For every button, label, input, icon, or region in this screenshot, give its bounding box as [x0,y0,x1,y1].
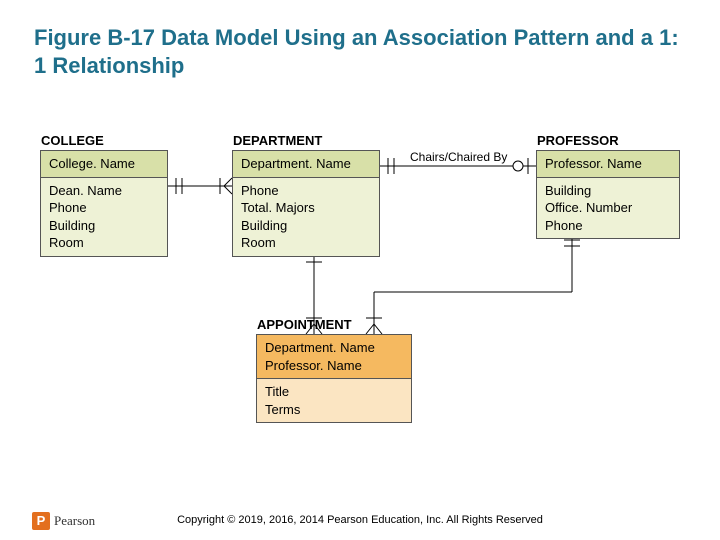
attr: Phone [241,182,371,200]
entity-department: DEPARTMENT Department. Name Phone Total.… [232,150,380,257]
entity-college-label: COLLEGE [41,133,104,148]
attr: Room [241,234,371,252]
entity-professor-key: Professor. Name [537,151,679,178]
entity-professor-body: Building Office. Number Phone [537,178,679,239]
entity-department-body: Phone Total. Majors Building Room [233,178,379,256]
key-attr: Department. Name [241,155,371,173]
entity-appointment-label: APPOINTMENT [257,317,352,332]
copyright-text: Copyright © 2019, 2016, 2014 Pearson Edu… [0,514,720,526]
key-attr: Professor. Name [265,357,403,375]
attr: Office. Number [545,199,671,217]
figure-title: Figure B-17 Data Model Using an Associat… [34,24,690,79]
entity-appointment-key: Department. Name Professor. Name [257,335,411,379]
attr: Total. Majors [241,199,371,217]
er-diagram: COLLEGE College. Name Dean. Name Phone B… [24,106,694,466]
entity-college: COLLEGE College. Name Dean. Name Phone B… [40,150,168,257]
attr: Terms [265,401,403,419]
attr: Phone [545,217,671,235]
entity-college-body: Dean. Name Phone Building Room [41,178,167,256]
entity-professor: PROFESSOR Professor. Name Building Offic… [536,150,680,239]
attr: Building [49,217,159,235]
attr: Room [49,234,159,252]
entity-appointment: APPOINTMENT Department. Name Professor. … [256,334,412,423]
relationship-label: Chairs/Chaired By [410,150,507,164]
key-attr: College. Name [49,155,159,173]
attr: Phone [49,199,159,217]
key-attr: Department. Name [265,339,403,357]
entity-professor-label: PROFESSOR [537,133,619,148]
entity-appointment-body: Title Terms [257,379,411,422]
entity-department-label: DEPARTMENT [233,133,322,148]
attr: Building [545,182,671,200]
attr: Building [241,217,371,235]
entity-college-key: College. Name [41,151,167,178]
attr: Dean. Name [49,182,159,200]
key-attr: Professor. Name [545,155,671,173]
attr: Title [265,383,403,401]
entity-department-key: Department. Name [233,151,379,178]
